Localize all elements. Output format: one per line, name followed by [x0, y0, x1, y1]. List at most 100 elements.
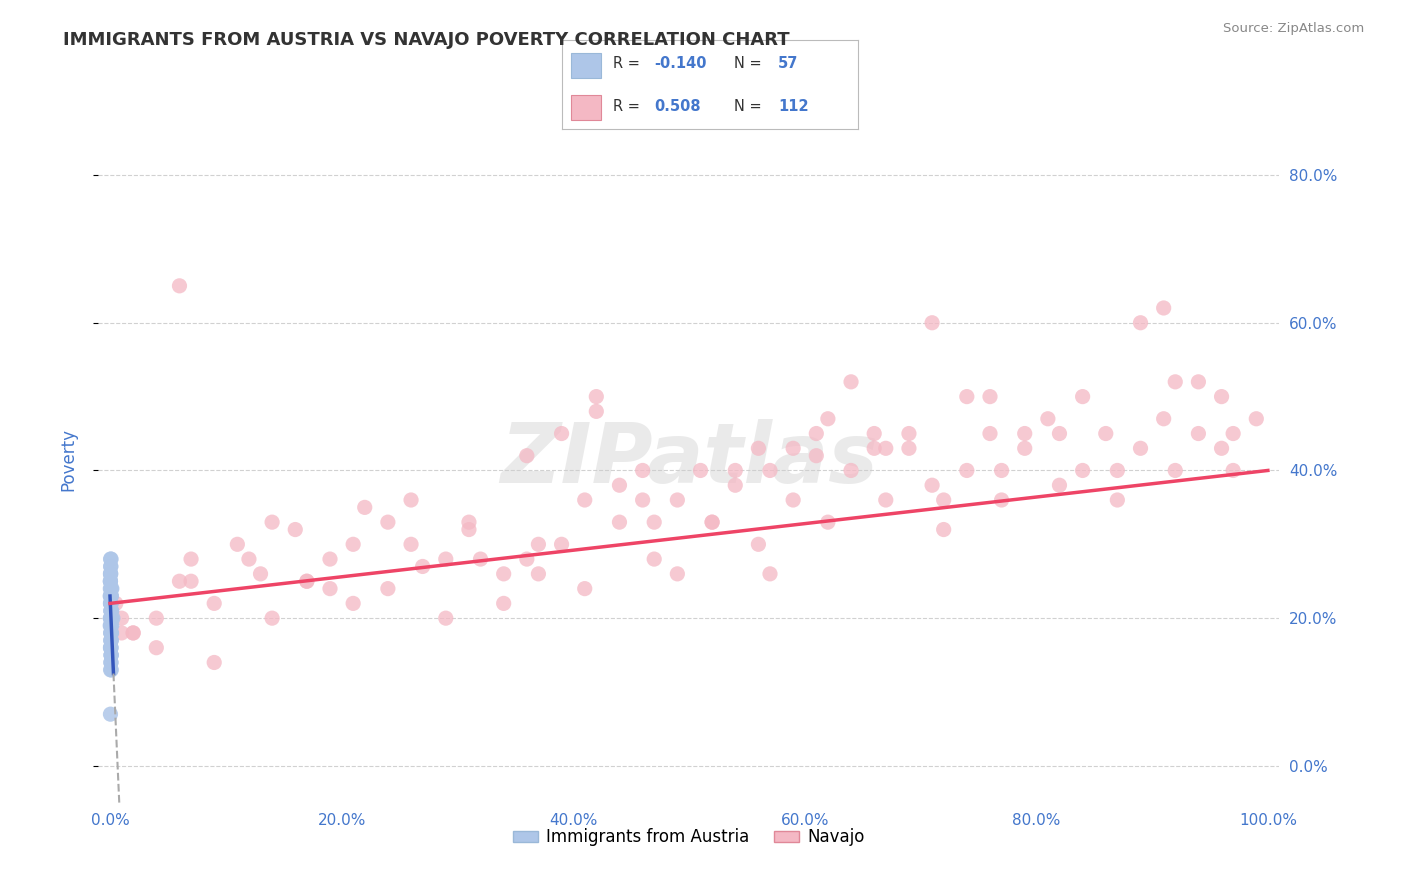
- Point: [238, 552, 260, 566]
- Point: [100, 566, 122, 581]
- Point: [100, 566, 122, 581]
- Point: [1211, 390, 1233, 404]
- Point: [377, 582, 399, 596]
- Point: [412, 559, 434, 574]
- Point: [839, 463, 862, 477]
- Point: [100, 604, 122, 618]
- Point: [700, 515, 723, 529]
- Point: [100, 611, 122, 625]
- Point: [585, 390, 607, 404]
- Point: [932, 493, 955, 508]
- Point: [180, 552, 202, 566]
- Point: [100, 656, 122, 670]
- Point: [1014, 442, 1036, 456]
- Point: [875, 493, 897, 508]
- Point: [1049, 426, 1071, 441]
- Point: [100, 640, 122, 655]
- Point: [169, 278, 191, 293]
- Point: [100, 611, 122, 625]
- Point: [319, 582, 342, 596]
- Point: [100, 626, 122, 640]
- Point: [492, 596, 515, 610]
- Bar: [571, 53, 600, 78]
- Point: [747, 442, 769, 456]
- Point: [100, 648, 122, 662]
- Point: [100, 618, 122, 632]
- Point: [516, 552, 538, 566]
- Point: [122, 626, 145, 640]
- Point: [202, 596, 225, 610]
- Point: [100, 604, 122, 618]
- Point: [689, 463, 711, 477]
- Text: R =: R =: [613, 56, 644, 70]
- Point: [100, 604, 122, 618]
- Point: [169, 574, 191, 589]
- Point: [921, 316, 943, 330]
- Text: Source: ZipAtlas.com: Source: ZipAtlas.com: [1223, 22, 1364, 36]
- Point: [631, 493, 654, 508]
- Point: [1153, 301, 1175, 315]
- Point: [458, 523, 481, 537]
- Point: [434, 552, 457, 566]
- Point: [98, 589, 121, 603]
- Point: [98, 618, 121, 632]
- Point: [979, 426, 1001, 441]
- Point: [574, 493, 596, 508]
- Point: [666, 493, 689, 508]
- Text: ZIPatlas: ZIPatlas: [501, 419, 877, 500]
- Point: [342, 596, 364, 610]
- Point: [990, 493, 1012, 508]
- Point: [782, 442, 804, 456]
- Point: [863, 426, 886, 441]
- Point: [609, 515, 631, 529]
- Legend: Immigrants from Austria, Navajo: Immigrants from Austria, Navajo: [506, 822, 872, 853]
- Bar: [571, 95, 600, 120]
- Point: [666, 566, 689, 581]
- Point: [100, 640, 122, 655]
- Point: [100, 604, 122, 618]
- Point: [550, 537, 572, 551]
- Point: [863, 442, 886, 456]
- Point: [100, 552, 122, 566]
- Point: [643, 552, 665, 566]
- Point: [806, 426, 828, 441]
- Point: [98, 611, 121, 625]
- Point: [100, 626, 122, 640]
- Point: [100, 559, 122, 574]
- Point: [100, 574, 122, 589]
- Point: [100, 640, 122, 655]
- Point: [100, 633, 122, 648]
- Point: [284, 523, 307, 537]
- Point: [956, 390, 979, 404]
- Point: [458, 515, 481, 529]
- Point: [527, 566, 550, 581]
- Point: [100, 663, 122, 677]
- Point: [377, 515, 399, 529]
- Point: [1222, 463, 1244, 477]
- Point: [100, 596, 122, 610]
- Point: [100, 596, 122, 610]
- Text: N =: N =: [734, 56, 766, 70]
- Point: [100, 582, 122, 596]
- Point: [759, 463, 782, 477]
- Point: [100, 633, 122, 648]
- Point: [249, 566, 271, 581]
- Point: [1049, 478, 1071, 492]
- Point: [1164, 463, 1187, 477]
- Point: [180, 574, 202, 589]
- Point: [585, 404, 607, 418]
- Point: [516, 449, 538, 463]
- Point: [1164, 375, 1187, 389]
- Point: [100, 596, 122, 610]
- Point: [100, 618, 122, 632]
- Point: [700, 515, 723, 529]
- Point: [724, 478, 747, 492]
- Point: [470, 552, 492, 566]
- Y-axis label: Poverty: Poverty: [59, 428, 77, 491]
- Point: [100, 626, 122, 640]
- Point: [782, 493, 804, 508]
- Point: [100, 633, 122, 648]
- Text: 0.508: 0.508: [654, 99, 700, 113]
- Point: [747, 537, 769, 551]
- Point: [100, 656, 122, 670]
